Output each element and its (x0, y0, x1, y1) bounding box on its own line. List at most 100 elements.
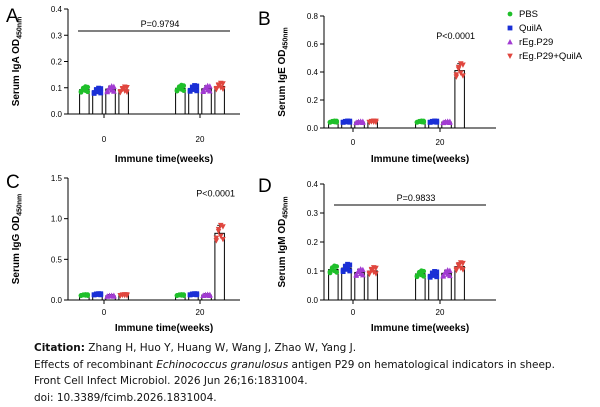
data-point (432, 269, 437, 274)
legend-marker (507, 39, 513, 45)
data-point (213, 85, 220, 92)
data-point (332, 263, 337, 269)
y-tick-label: 0.2 (51, 58, 63, 67)
citation-line-authors: Citation: Zhang H, Huo Y, Huang W, Wang … (34, 340, 594, 357)
data-point (85, 293, 91, 298)
y-tick-label: 0.2 (307, 238, 319, 247)
y-axis-label: Serum IgM OD450nm (277, 196, 290, 287)
y-tick-label: 0.0 (51, 110, 63, 119)
panel-a: A 0.0 0.1 0.2 0.3 0.4 Serum IgA OD450nm 0 20 Immu… (6, 5, 240, 165)
data-point (453, 266, 460, 272)
y-tick-label: 1.5 (51, 174, 63, 183)
data-point (217, 80, 224, 87)
legend-marker (507, 11, 513, 17)
y-label-sub: 450nm (283, 27, 290, 49)
y-tick-label: 0.5 (51, 255, 63, 264)
x-axis-label: Immune time(weeks) (371, 323, 469, 334)
data-point (194, 88, 200, 94)
data-point (220, 86, 226, 92)
data-point (453, 72, 460, 78)
data-point (207, 88, 213, 94)
p-value-label: P=0.9833 (397, 193, 436, 203)
x-tick-label: 20 (436, 308, 445, 317)
x-tick-label: 0 (102, 135, 107, 144)
data-point (192, 83, 197, 88)
legend-marker (507, 53, 513, 59)
x-tick-label: 20 (196, 135, 205, 144)
data-point (215, 228, 222, 235)
y-tick-label: 0.6 (307, 40, 319, 49)
citation-authors: Zhang H, Huo Y, Huang W, Wang J, Zhao W,… (88, 342, 357, 354)
data-point (98, 292, 104, 298)
data-point (345, 261, 350, 267)
data-point (334, 269, 340, 275)
data-point (187, 87, 193, 93)
p-value-label: P<0.0001 (196, 189, 235, 199)
data-point (96, 85, 101, 91)
data-point (207, 292, 213, 298)
data-point (111, 88, 117, 94)
y-tick-label: 0.0 (51, 296, 63, 305)
data-point (98, 90, 104, 96)
data-point (217, 222, 224, 229)
p-value-label: P<0.0001 (436, 31, 475, 41)
panel-letter: A (6, 6, 19, 27)
data-point (108, 83, 115, 89)
data-point (83, 84, 88, 90)
y-label-sub: 450nm (283, 196, 290, 218)
y-label-sub: 450nm (17, 194, 24, 216)
data-point (334, 119, 340, 125)
legend-label: QuilA (519, 23, 543, 34)
citation-label: Citation: (34, 342, 85, 354)
panel-c: C 0.0 0.5 1.0 1.5 Serum IgG OD450nm 0 20 Immune … (6, 172, 240, 334)
data-point (457, 61, 464, 67)
data-point (85, 89, 91, 95)
data-point (457, 260, 464, 266)
y-tick-label: 0.1 (307, 267, 319, 276)
x-axis-label: Immune time(weeks) (371, 154, 469, 165)
y-axis-label: Serum IgA OD450nm (11, 17, 24, 107)
data-point (353, 271, 360, 277)
data-point (427, 273, 433, 279)
data-point (220, 236, 226, 243)
data-point (368, 267, 375, 274)
y-tick-label: 1.0 (51, 215, 63, 224)
data-point (213, 235, 220, 241)
y-tick-label: 0.3 (51, 31, 63, 40)
data-point (455, 66, 462, 72)
legend-label: rEg.P29+QuilA (519, 51, 583, 62)
data-point (179, 82, 184, 88)
legend: PBS QuilA rEg.P29 rEg.P29+QuilA (507, 9, 583, 62)
y-tick-label: 0.8 (307, 12, 319, 21)
y-tick-label: 0.3 (307, 209, 319, 218)
data-point (340, 267, 346, 273)
y-label-main: Serum IgG OD (11, 216, 22, 284)
y-label-sub: 450nm (17, 17, 24, 39)
data-point (434, 119, 440, 125)
citation-species: Echinococcus granulosus (156, 358, 289, 371)
data-point (111, 293, 117, 299)
y-tick-label: 0.1 (51, 84, 63, 93)
x-tick-label: 0 (102, 308, 107, 317)
panel-d: D 0.0 0.1 0.2 0.3 0.4 Serum IgM OD450nm 0 20 Immu… (258, 176, 496, 334)
y-axis-label: Serum IgG OD450nm (11, 194, 24, 285)
citation-doi: doi: 10.3389/fcimb.2026.1831004. (34, 391, 217, 404)
data-point (421, 119, 427, 125)
y-label-main: Serum IgE OD (277, 49, 288, 116)
data-point (360, 119, 366, 126)
data-point (360, 271, 366, 278)
citation-title-part: antigen P29 on hematological indicators … (288, 358, 555, 371)
data-point (357, 266, 364, 272)
citation-journal: Front Cell Infect Microbiol. 2026 Jun 26… (34, 375, 308, 387)
y-tick-label: 0.4 (307, 68, 319, 77)
panel-letter: D (258, 176, 272, 197)
data-point (460, 267, 466, 273)
x-axis-label: Immune time(weeks) (115, 154, 213, 165)
data-point (457, 70, 464, 76)
data-point (421, 273, 427, 279)
data-point (447, 119, 453, 126)
data-point (124, 293, 130, 299)
data-point (347, 268, 353, 274)
data-point (347, 119, 353, 125)
data-point (204, 82, 211, 89)
